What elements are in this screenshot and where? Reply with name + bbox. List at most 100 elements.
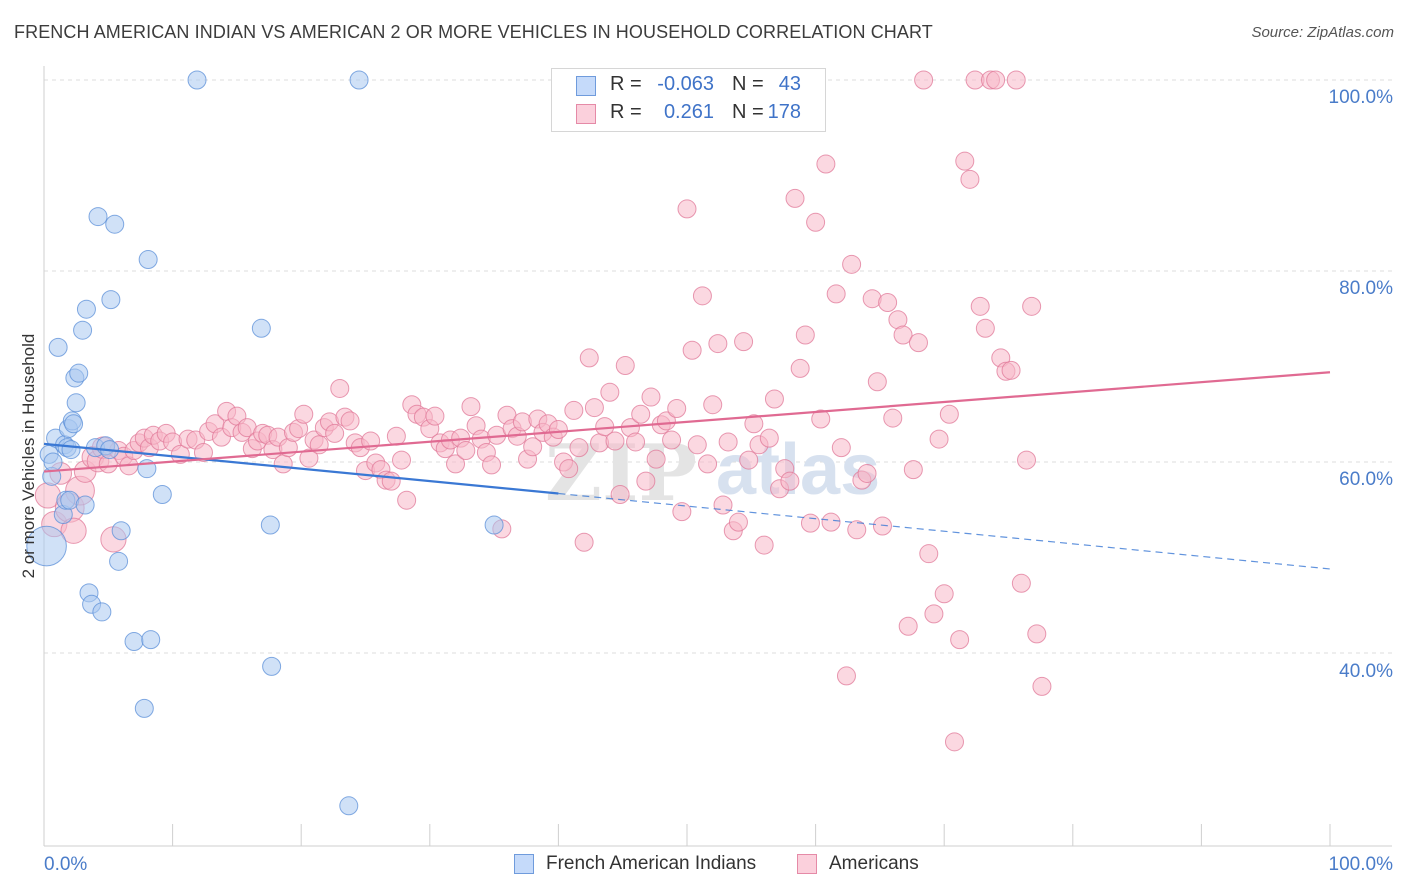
stats-r-label: R = <box>610 101 642 123</box>
data-point <box>325 423 345 443</box>
data-point <box>61 440 81 460</box>
data-point <box>1022 296 1042 316</box>
data-point <box>780 471 800 491</box>
data-point <box>273 454 293 474</box>
data-point <box>662 430 682 450</box>
data-point <box>955 151 975 171</box>
data-point <box>381 471 401 491</box>
data-point <box>934 584 954 604</box>
data-point <box>641 387 661 407</box>
data-point <box>88 207 108 227</box>
data-point <box>564 400 584 420</box>
data-point <box>970 296 990 316</box>
data-point <box>260 515 280 535</box>
data-point <box>800 513 820 533</box>
stats-n-value: 43 <box>778 73 801 95</box>
stats-r-value: 0.261 <box>663 101 714 123</box>
stats-n-value: 178 <box>767 101 801 123</box>
data-point <box>708 334 728 354</box>
data-point <box>349 70 369 90</box>
gridlines <box>44 79 1392 654</box>
stats-swatch-blue <box>576 76 596 96</box>
legend-item-americans[interactable]: Americans <box>797 852 937 876</box>
data-point <box>512 412 532 432</box>
data-point <box>330 378 350 398</box>
watermark-atlas: atlas <box>716 430 880 510</box>
data-point <box>924 604 944 624</box>
data-point <box>605 431 625 451</box>
data-point <box>600 382 620 402</box>
data-point <box>105 214 125 234</box>
data-point <box>739 450 759 470</box>
data-point <box>893 325 913 345</box>
data-point <box>60 517 87 544</box>
data-point <box>626 432 646 452</box>
data-point <box>672 502 692 522</box>
data-point <box>919 544 939 564</box>
x-tick-label: 0.0% <box>44 854 87 875</box>
data-point <box>73 320 93 340</box>
data-point <box>759 428 779 448</box>
data-point <box>754 535 774 555</box>
data-point <box>251 318 271 338</box>
y-tick-label: 80.0% <box>1339 278 1393 299</box>
data-point <box>744 414 764 434</box>
data-point <box>960 169 980 189</box>
chart-title: FRENCH AMERICAN INDIAN VS AMERICAN 2 OR … <box>14 22 933 42</box>
data-point <box>425 406 445 426</box>
x-tick-label: 100.0% <box>1329 854 1394 875</box>
data-point <box>69 363 89 383</box>
stats-n-label: N = <box>732 101 764 123</box>
data-point <box>141 630 161 650</box>
trend-lines <box>43 371 1331 570</box>
data-point <box>821 512 841 532</box>
stats-n-label: N = <box>732 73 764 95</box>
data-point <box>461 397 481 417</box>
data-point <box>682 340 702 360</box>
data-point <box>718 432 738 452</box>
data-point <box>579 348 599 368</box>
data-point <box>847 520 867 540</box>
legend-swatch-blue <box>514 854 534 874</box>
data-point <box>262 656 282 676</box>
data-point <box>1027 624 1047 644</box>
legend-item-french-american-indians[interactable]: French American Indians <box>514 852 774 876</box>
data-point <box>878 293 898 313</box>
data-point <box>811 409 831 429</box>
data-point <box>193 442 213 462</box>
data-point <box>929 429 949 449</box>
data-point <box>64 414 84 434</box>
stats-row-americans: R = 0.261 N = 178 <box>552 101 825 127</box>
data-point <box>950 630 970 650</box>
stats-r-label: R = <box>610 73 642 95</box>
data-point <box>667 399 687 419</box>
data-point <box>170 444 190 464</box>
stats-swatch-pink <box>576 104 596 124</box>
data-point <box>456 441 476 461</box>
trend-line <box>43 442 559 495</box>
data-point <box>340 411 360 431</box>
data-point <box>898 616 918 636</box>
data-point <box>392 450 412 470</box>
stats-row-french-american-indians: R = -0.063 N = 43 <box>552 73 825 99</box>
legend-swatch-pink <box>797 854 817 874</box>
data-point <box>826 284 846 304</box>
data-point <box>610 484 630 504</box>
series-french-american-indians <box>26 70 504 816</box>
trend-line <box>43 371 1331 473</box>
stats-r-value: -0.063 <box>657 73 714 95</box>
y-axis-title: 2 or more Vehicles in Household <box>19 334 38 579</box>
data-point <box>986 70 1006 90</box>
data-point <box>646 449 666 469</box>
data-point <box>397 490 417 510</box>
data-points <box>26 70 1052 816</box>
data-point <box>523 437 543 457</box>
data-point <box>764 389 784 409</box>
data-point <box>48 337 68 357</box>
data-point <box>152 484 172 504</box>
data-point <box>816 154 836 174</box>
data-point <box>559 459 579 479</box>
data-point <box>109 551 129 571</box>
data-point <box>111 521 131 541</box>
data-point <box>842 254 862 274</box>
